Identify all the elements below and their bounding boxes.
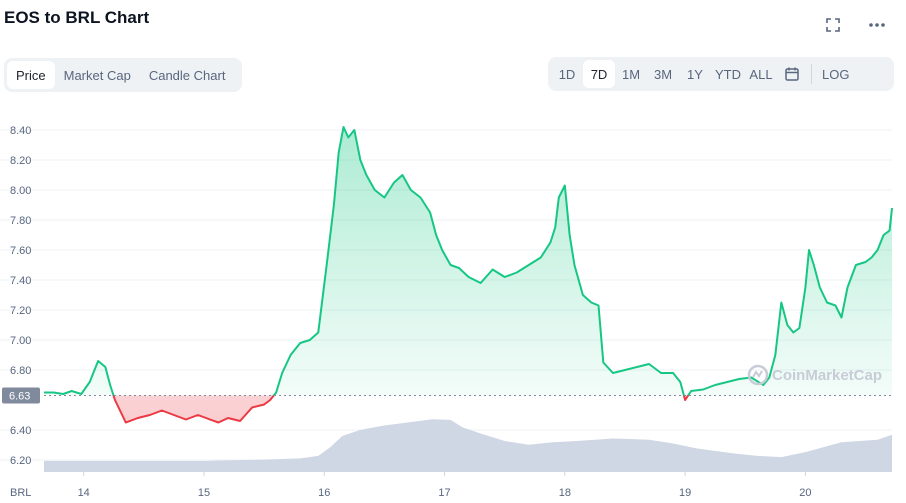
price-chart: 8.40 8.20 8.00 7.80 7.60 7.40 7.20 7.00 6.80 6.40… xyxy=(0,125,893,499)
x-tick-label: 18 xyxy=(559,487,571,499)
y-axis: 8.40 8.20 8.00 7.80 7.60 7.40 7.20 7.00 6.80 6.40… xyxy=(10,125,31,467)
y-tick-label: 7.60 xyxy=(10,245,31,257)
tab-price[interactable]: Price xyxy=(7,61,55,89)
x-axis: 14 15 16 17 18 19 20 xyxy=(78,472,812,499)
y-tick-label: 7.40 xyxy=(10,275,31,287)
x-tick-label: 14 xyxy=(78,487,90,499)
page-title: EOS to BRL Chart xyxy=(4,8,150,27)
current-price-label: 6.63 xyxy=(9,391,30,403)
price-area xyxy=(44,127,892,423)
header-actions xyxy=(822,14,888,36)
y-tick-label: 7.80 xyxy=(10,215,31,227)
y-tick-label: 6.80 xyxy=(10,365,31,377)
y-tick-label: 8.20 xyxy=(10,155,31,167)
x-tick-label: 16 xyxy=(318,487,330,499)
x-tick-label: 20 xyxy=(799,487,811,499)
range-3m[interactable]: 3M xyxy=(653,66,673,82)
tab-candle-chart[interactable]: Candle Chart xyxy=(148,67,226,83)
time-range-selector: 1D 7D 1M 3M 1Y YTD ALL LOG xyxy=(548,57,894,91)
range-7d[interactable]: 7D xyxy=(583,60,615,88)
volume-area xyxy=(44,419,892,472)
log-scale-toggle[interactable]: LOG xyxy=(822,66,850,82)
y-tick-label: 7.00 xyxy=(10,335,31,347)
chart-type-tabs: Price Market Cap Candle Chart xyxy=(4,58,242,92)
area-above xyxy=(44,127,892,396)
line-below xyxy=(112,395,690,424)
line-above xyxy=(44,126,893,396)
y-tick-label: 6.40 xyxy=(10,425,31,437)
area-below xyxy=(44,395,892,423)
price-line xyxy=(44,126,893,424)
calendar-icon[interactable] xyxy=(777,60,807,88)
volume-shape xyxy=(44,419,892,472)
watermark: CoinMarketCap xyxy=(747,364,882,386)
x-tick-label: 17 xyxy=(438,487,450,499)
y-tick-label: 8.00 xyxy=(10,185,31,197)
current-price-tag: 6.63 xyxy=(2,387,40,404)
range-ytd[interactable]: YTD xyxy=(715,66,741,82)
x-tick-label: 19 xyxy=(679,487,691,499)
more-horizontal-icon[interactable] xyxy=(866,14,888,36)
range-1m[interactable]: 1M xyxy=(621,66,641,82)
range-1y[interactable]: 1Y xyxy=(687,66,703,82)
coinmarketcap-logo-icon xyxy=(747,364,769,386)
x-tick-label: 15 xyxy=(198,487,210,499)
current-price-box xyxy=(2,387,40,404)
tab-market-cap[interactable]: Market Cap xyxy=(63,67,131,83)
y-tick-label: 6.20 xyxy=(10,455,31,467)
y-tick-label: 8.40 xyxy=(10,125,31,137)
watermark-text: CoinMarketCap xyxy=(772,367,882,384)
range-all[interactable]: ALL xyxy=(749,66,773,82)
currency-label: BRL xyxy=(10,487,31,499)
range-1d[interactable]: 1D xyxy=(558,66,576,82)
fullscreen-icon[interactable] xyxy=(822,14,844,36)
y-tick-label: 7.20 xyxy=(10,305,31,317)
range-divider xyxy=(811,64,812,84)
